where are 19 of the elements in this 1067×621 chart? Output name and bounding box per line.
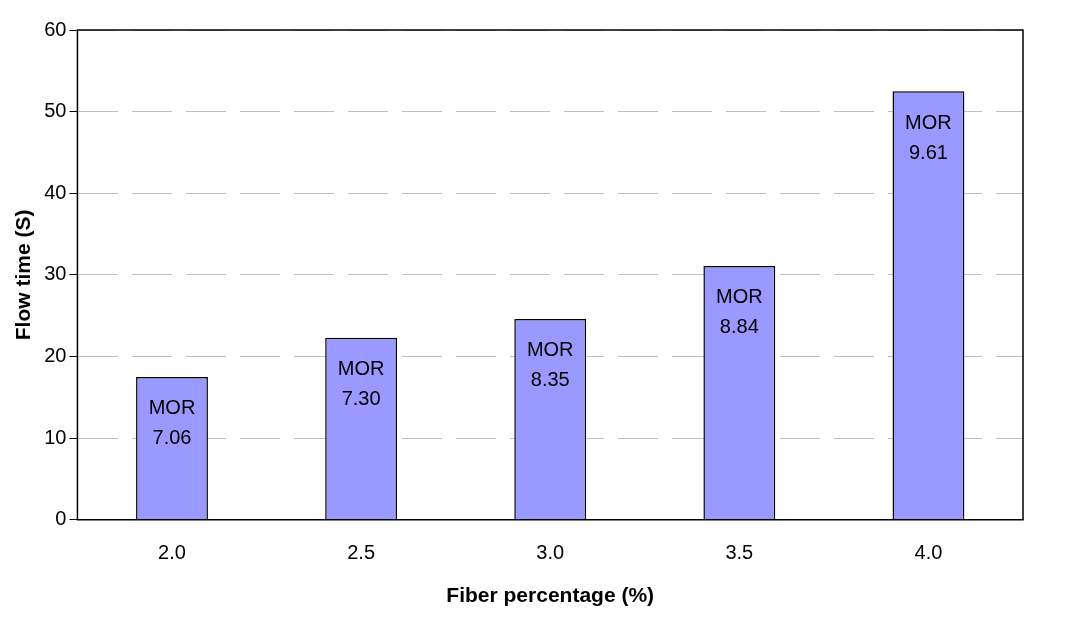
annotation: MOR 8.35 <box>526 338 574 391</box>
y-tick-label: 60 <box>44 17 67 40</box>
annotation: MOR 7.06 <box>148 396 196 449</box>
y-tick-label: 40 <box>44 180 67 203</box>
x-axis-title: Fiber percentage (%) <box>446 583 655 607</box>
annotation: MOR 8.84 <box>716 285 763 338</box>
y-tick-label: 30 <box>44 262 67 285</box>
x-tick-label: 3.0 <box>536 541 565 564</box>
annotation: MOR 7.30 <box>337 357 385 410</box>
x-tick-label: 2.5 <box>347 541 376 564</box>
y-tick-label: 10 <box>44 425 67 448</box>
annotation: MOR 9.61 <box>905 110 952 163</box>
y-tick-label: 20 <box>44 344 67 367</box>
y-tick-label: 50 <box>44 99 67 122</box>
y-tick-label: 0 <box>55 507 67 530</box>
x-tick-label: 4.0 <box>914 541 943 564</box>
x-tick-label: 3.5 <box>725 541 754 564</box>
y-axis-title: Flow time (S) <box>11 209 35 341</box>
x-tick-label: 2.0 <box>158 541 186 564</box>
